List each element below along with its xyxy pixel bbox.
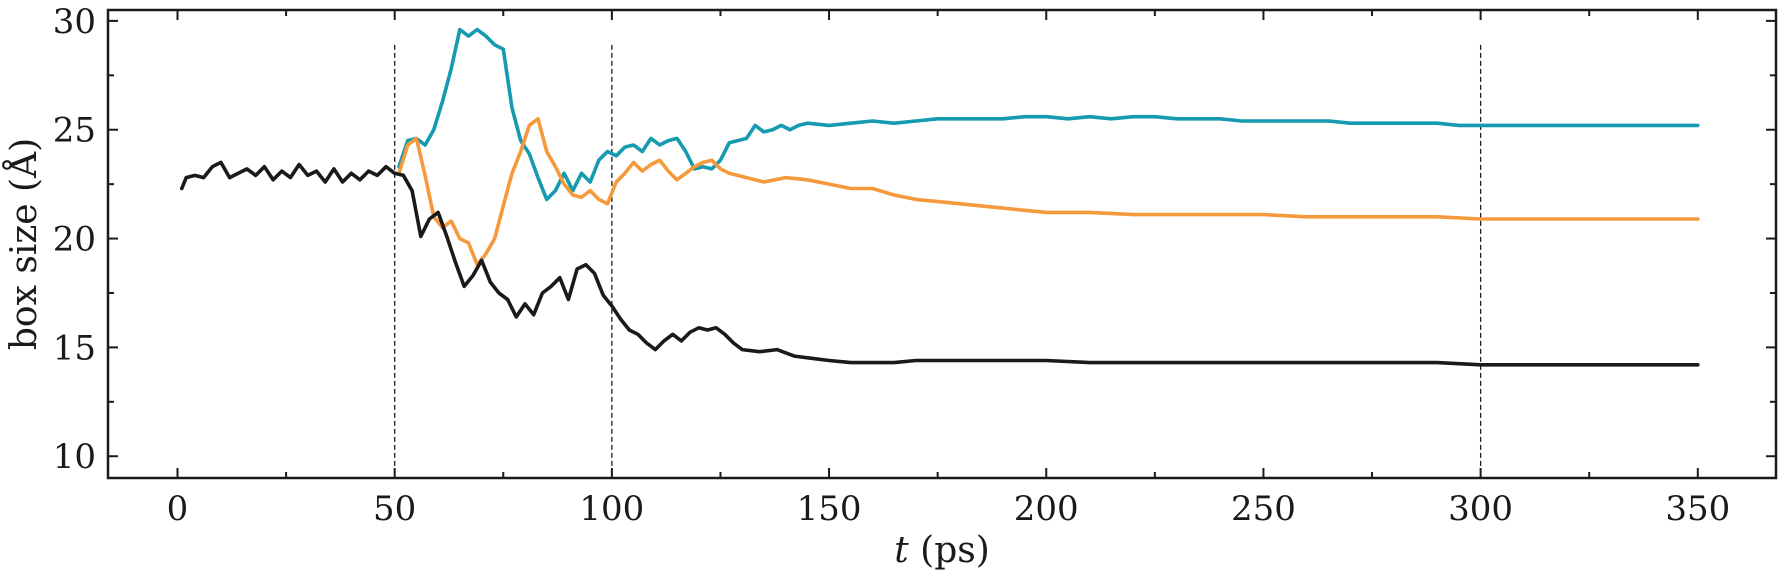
- y-tick-label: 10: [53, 437, 96, 477]
- x-tick-label: 350: [1665, 489, 1730, 529]
- x-tick-labels: 0 50 100 150 200 250 300 350: [167, 489, 1731, 529]
- y-tick-label: 30: [53, 2, 96, 42]
- y-tick-label: 25: [53, 111, 96, 151]
- series-line: [180, 160, 1700, 367]
- x-axis-label-variable: t: [894, 530, 909, 571]
- x-tick-label: 250: [1231, 489, 1296, 529]
- x-tick-label: 150: [797, 489, 862, 529]
- y-axis-label: box size (Å): [3, 138, 45, 350]
- y-tick-labels: 10 15 20 25 30: [53, 2, 96, 477]
- y-tick-label: 15: [53, 328, 96, 368]
- x-axis-label: t (ps): [894, 530, 990, 571]
- phase-divider-lines: [394, 44, 1482, 478]
- series-line: [397, 27, 1700, 202]
- x-axis-label-unit: (ps): [909, 530, 990, 571]
- series-layer: [180, 27, 1700, 367]
- plot-frame: [106, 8, 1778, 480]
- series-line: [397, 117, 1700, 267]
- axis-ticks: [108, 10, 1776, 478]
- x-tick-label: 200: [1014, 489, 1079, 529]
- x-tick-label: 50: [373, 489, 416, 529]
- x-tick-label: 0: [167, 489, 189, 529]
- x-tick-label: 100: [579, 489, 644, 529]
- y-tick-label: 20: [53, 220, 96, 260]
- x-tick-label: 300: [1448, 489, 1513, 529]
